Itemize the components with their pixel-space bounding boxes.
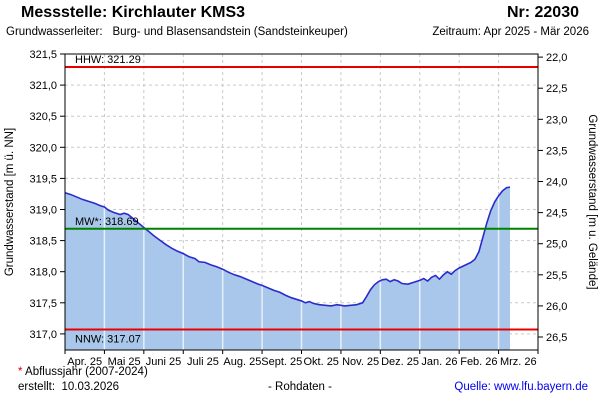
x-tick-label: Okt. 25 (303, 356, 338, 368)
y-left-tick-label: 318,0 (29, 267, 57, 279)
x-tick-label: Jan. 26 (421, 356, 457, 368)
data-area-fill (65, 187, 511, 350)
y-left-tick-label: 320,0 (29, 142, 57, 154)
created-date: erstellt: 10.03.2026 (18, 381, 120, 393)
y-axis-title-left: Grundwasserstand [m ü. NN] (4, 128, 16, 276)
y-right-tick-label: 23,5 (546, 145, 567, 157)
x-tick-label: Apr. 25 (67, 356, 102, 368)
x-tick-label: Juni 25 (146, 356, 181, 368)
y-right-tick-label: 26,0 (546, 301, 567, 313)
page-title: Messstelle: Kirchlauter KMS3 (21, 4, 246, 21)
x-tick-label: Mrz. 26 (500, 356, 537, 368)
reference-line-label-mw: MW*: 318.69 (75, 216, 139, 228)
x-tick-label: Feb. 26 (460, 356, 497, 368)
x-tick-label: Sept. 25 (261, 356, 302, 368)
aquifer-label: Grundwasserleiter: (6, 26, 103, 38)
x-tick-label: Dez. 25 (381, 356, 419, 368)
x-tick-label: Nov. 25 (342, 356, 379, 368)
y-right-tick-label: 24,5 (546, 208, 567, 220)
reference-line-label-hhw: HHW: 321.29 (75, 54, 141, 66)
x-tick-label: Juli 25 (187, 356, 219, 368)
y-left-tick-label: 321,5 (29, 49, 57, 61)
y-right-tick-label: 22,0 (546, 52, 567, 64)
y-left-tick-label: 319,0 (29, 205, 57, 217)
y-right-tick-label: 24,0 (546, 177, 567, 189)
data-type-label: - Rohdaten - (268, 381, 332, 393)
y-right-tick-label: 25,0 (546, 239, 567, 251)
x-tick-label: Mai 25 (108, 356, 141, 368)
y-right-tick-label: 22,5 (546, 83, 567, 95)
footer-row: erstellt: 10.03.2026 - Rohdaten - Quelle… (0, 381, 600, 397)
footnote-marker: * (18, 366, 23, 378)
y-left-tick-label: 320,5 (29, 111, 57, 123)
y-right-tick-label: 25,5 (546, 270, 567, 282)
header-row: Messstelle: Kirchlauter KMS3 Nr: 22030 (21, 4, 579, 22)
station-number: Nr: 22030 (506, 4, 579, 21)
footnote: * Abflussjahr (2007-2024) (18, 366, 148, 378)
y-left-tick-label: 319,5 (29, 173, 57, 185)
aquifer-value: Burg- und Blasensandstein (Sandsteinkeup… (112, 26, 348, 38)
y-left-tick-label: 317,0 (29, 329, 57, 341)
y-axis-title-right: Grundwasserstand [m u. Gelände] (586, 114, 598, 289)
reference-line-label-nnw: NNW: 317.07 (75, 334, 141, 346)
y-right-tick-label: 26,5 (546, 332, 567, 344)
y-right-tick-label: 23,0 (546, 114, 567, 126)
source-link[interactable]: Quelle: www.lfu.bayern.de (454, 381, 588, 393)
period-label: Zeitraum: Apr 2025 - Mär 2026 (432, 26, 589, 38)
footnote-text: Abflussjahr (2007-2024) (25, 366, 148, 378)
y-left-tick-label: 317,5 (29, 298, 57, 310)
x-tick-label: Aug. 25 (223, 356, 261, 368)
y-left-tick-label: 318,5 (29, 236, 57, 248)
subheader-row: Grundwasserleiter: Burg- und Blasensands… (6, 26, 589, 38)
y-left-tick-label: 321,0 (29, 80, 57, 92)
aquifer-group: Grundwasserleiter: Burg- und Blasensands… (6, 26, 348, 38)
